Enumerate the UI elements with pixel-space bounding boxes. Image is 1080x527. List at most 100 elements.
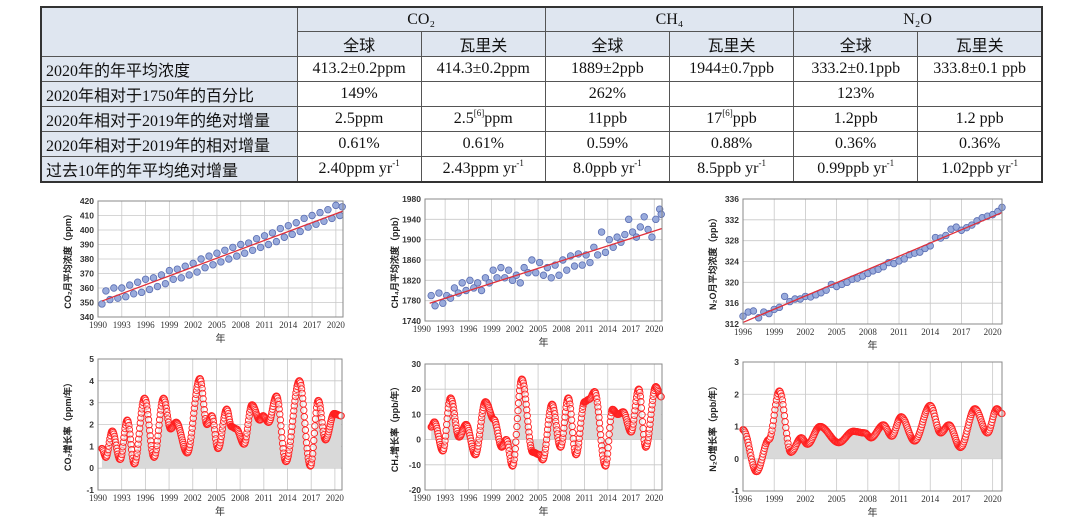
data-point: [458, 279, 466, 287]
growth-point: [278, 434, 286, 442]
trend-line: [101, 210, 344, 302]
growth-point: [310, 436, 318, 445]
data-point: [578, 261, 586, 269]
table-cell: 414.3±0.2ppm: [420, 56, 546, 82]
data-point: [260, 232, 269, 240]
x-tick-label: 2017: [952, 494, 971, 504]
y-tick-label: 320: [725, 277, 739, 287]
y-tick-label: 1740: [402, 316, 421, 326]
x-tick-label: 2011: [576, 493, 594, 503]
x-tick-label: 2002: [184, 320, 202, 330]
growth-point: [596, 431, 605, 439]
data-point: [193, 268, 201, 276]
x-tick-label: 2014: [599, 493, 618, 503]
x-tick-label: 2014: [279, 320, 298, 330]
y-tick-label: 3: [89, 398, 94, 408]
y-tick-label: 1780: [402, 296, 421, 306]
x-tick-label: 2008: [552, 324, 571, 334]
table-cell: 262%: [544, 81, 670, 107]
cell-value: 0.59%: [586, 135, 629, 152]
data-point: [98, 300, 106, 308]
growth-point: [467, 437, 475, 445]
x-tick-label: 1993: [113, 320, 132, 330]
y-tick-label: 328: [725, 236, 739, 246]
table-row: 2020年相对于2019年的相对增量 0.61% 0.61% 0.59% 0.88% 0.…: [40, 131, 1043, 157]
cell-value: 2.43ppm yr: [442, 160, 517, 177]
growth-point: [594, 408, 603, 416]
data-point: [300, 214, 308, 223]
data-point: [621, 230, 629, 239]
y-tick-label: 1820: [402, 275, 421, 285]
y-tick-label: 1: [89, 441, 94, 451]
y-tick-label: 360: [80, 283, 94, 293]
data-point: [177, 274, 185, 282]
cell-value: 0.61%: [462, 135, 504, 152]
y-axis-label: CH₄月平均浓度（ppb）: [389, 212, 400, 309]
x-tick-label: 2014: [599, 324, 618, 334]
data-point: [427, 291, 435, 300]
data-point: [528, 256, 536, 264]
data-point: [648, 233, 656, 241]
growth-point: [605, 437, 613, 445]
table-cell: 149%: [296, 81, 422, 107]
greenhouse-gas-table: CO₂ CH₄ N₂O 全球 瓦里关 全球 瓦里关 全球 瓦里关 2020年的年平均浓度 4…: [40, 6, 1043, 183]
growth-area: [431, 379, 662, 467]
y-tick-label: 30: [412, 359, 422, 369]
growth-point: [597, 436, 605, 445]
table-row: 2020年相对于2019年的绝对增量 2.5ppm 2.5[6]ppm 11ppb 17…: [40, 106, 1043, 132]
data-point: [280, 233, 289, 241]
y-tick-label: 350: [80, 298, 94, 308]
y-axis-label: CH₄增长率（ppb/年）: [389, 382, 400, 472]
data-point: [605, 235, 614, 244]
x-tick-label: 1990: [89, 493, 108, 503]
growth-point: [514, 399, 523, 407]
data-point: [221, 246, 229, 254]
growth-point: [513, 422, 521, 431]
data-point: [435, 289, 443, 297]
subheader-waliguan: 瓦里关: [668, 31, 795, 57]
row-label: 2020年相对于2019年的绝对增量: [40, 106, 298, 132]
cell-value: 0.88%: [710, 135, 753, 152]
growth-point: [311, 422, 319, 430]
data-point: [165, 266, 174, 275]
data-point: [594, 251, 602, 259]
table-cell: [917, 81, 1043, 107]
cell-value: 0.61%: [338, 135, 380, 152]
data-point: [157, 271, 166, 279]
data-point: [450, 284, 459, 292]
growth-point: [189, 414, 197, 422]
data-point: [624, 215, 633, 224]
growth-point: [302, 439, 311, 447]
y-tick-label: 4: [89, 376, 94, 386]
plot-border: [97, 200, 344, 318]
x-axis-label: 年: [539, 336, 549, 349]
y-tick-label: 0: [416, 435, 421, 445]
x-tick-label: 1993: [113, 493, 132, 503]
growth-point: [567, 410, 575, 418]
y-tick-label: 3: [734, 357, 739, 367]
chart-ch4bot: 1990 1993 1996 1999 2002 2005 2008 2011 2014 2017…: [389, 359, 665, 518]
data-point: [466, 276, 474, 285]
growth-point: [337, 412, 345, 420]
growth-point: [311, 415, 320, 423]
y-axis-label: N₂O增长率（ppb/年）: [707, 381, 718, 472]
growth-point: [301, 426, 310, 434]
data-point: [504, 266, 513, 274]
growth-point: [503, 438, 512, 446]
row-label: 2020年的年平均浓度: [40, 56, 298, 82]
x-tick-label: 2005: [208, 320, 227, 330]
y-tick-label: -10: [409, 460, 422, 470]
x-tick-label: 1999: [765, 327, 784, 337]
data-point: [636, 223, 645, 231]
data-point: [332, 201, 340, 210]
x-tick-label: 1990: [89, 320, 108, 330]
y-tick-label: 332: [725, 215, 739, 225]
growth-point: [300, 413, 308, 421]
growth-point: [569, 435, 577, 443]
y-tick-label: 1860: [402, 255, 421, 265]
x-tick-label: 1999: [160, 320, 179, 330]
growth-point: [576, 429, 584, 438]
growth-point: [782, 423, 790, 432]
plot-border: [742, 198, 1003, 325]
growth-point: [513, 414, 522, 423]
